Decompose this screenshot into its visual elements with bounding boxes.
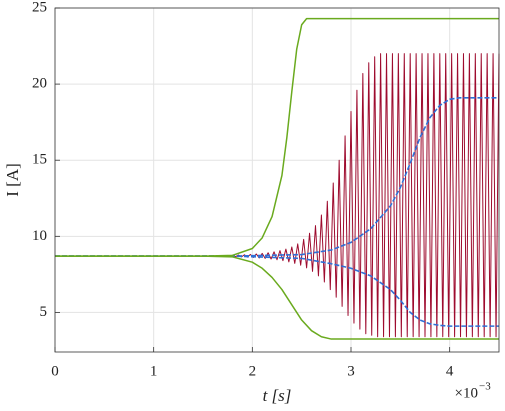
series-line bbox=[55, 255, 499, 327]
x-tick-label: 0 bbox=[51, 363, 59, 379]
y-tick-label: 15 bbox=[32, 152, 47, 168]
y-tick-label: 5 bbox=[40, 304, 48, 320]
series-line bbox=[55, 97, 499, 257]
x-tick-label: 4 bbox=[446, 363, 454, 379]
x-scale-exponent: −3 bbox=[479, 381, 491, 393]
axes-frame bbox=[54, 7, 500, 353]
y-tick-label: 10 bbox=[32, 228, 47, 244]
x-tick-label: 3 bbox=[347, 363, 355, 379]
axes: 0 1 2 3 4 5 10 15 20 25 t [s] I [A] ×10 −3 bbox=[3, 0, 500, 405]
y-axis-label: I [A] bbox=[3, 163, 22, 197]
series-line bbox=[55, 17, 499, 257]
series-line bbox=[55, 255, 499, 340]
x-tick-label: 2 bbox=[249, 363, 257, 379]
y-tick-label: 25 bbox=[32, 0, 47, 15]
x-scale-base: ×10 bbox=[455, 385, 478, 401]
x-axis-label: t [s] bbox=[263, 386, 292, 405]
plot-area bbox=[55, 17, 500, 340]
y-tick-label: 20 bbox=[32, 76, 47, 92]
x-tick-label: 1 bbox=[150, 363, 158, 379]
